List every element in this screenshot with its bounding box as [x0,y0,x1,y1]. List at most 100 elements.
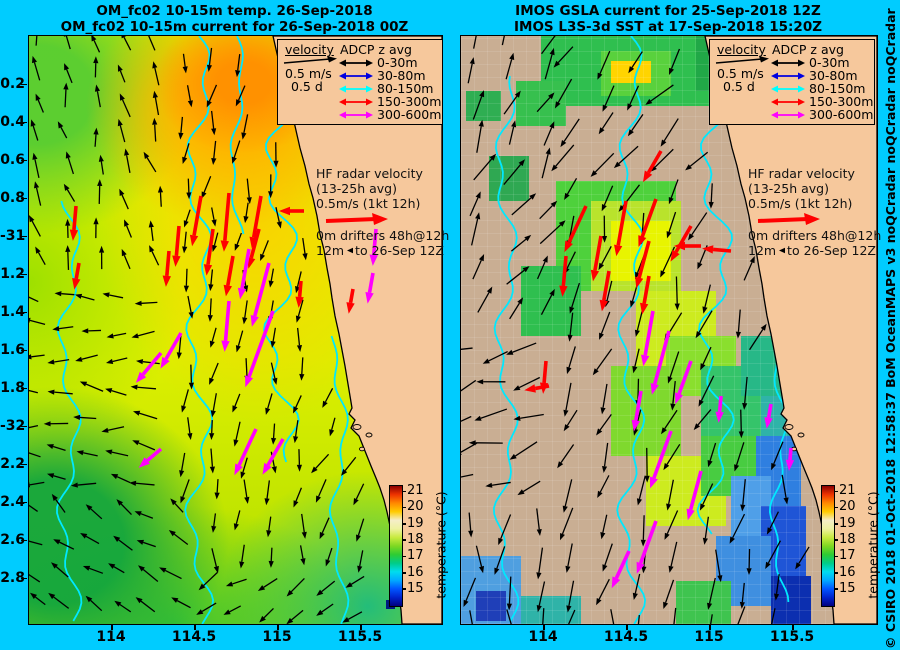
vector-arrowhead [183,220,189,228]
vector-arrowhead [188,382,194,390]
vector-arrowhead [271,437,277,445]
vector-arrowhead [666,503,672,511]
vector-arrowhead [299,373,305,381]
y-axis-tick-label: 1.4 [0,304,25,320]
vector-arrowhead [602,564,608,572]
vector-arrowhead [235,345,241,353]
vector-arrowhead [82,565,91,571]
vector-arrowhead [35,246,41,254]
vector-arrowhead [273,160,279,168]
vector-arrowhead [51,493,58,501]
vector-arrowhead [121,36,127,39]
vector-arrowhead [628,66,635,74]
vector-arrowhead [669,67,674,75]
vector-arrowhead [136,359,144,365]
vector-arrowhead [160,356,170,369]
vector-arrowhead [133,410,141,416]
vector-arrowhead [116,499,123,506]
vector-arrowhead [513,385,521,391]
vector-arrowhead [590,170,598,177]
vector-arrowhead [81,328,89,334]
y-axis-tick-label: -31 [0,228,26,244]
left-panel-title: OM_fc02 10-15m temp. 26-Sep-2018 OM_fc02… [28,3,441,35]
colorbar-tick-label: 15 [839,580,856,596]
vector-arrowhead [596,428,603,436]
y-axis-tick-label: 1.8 [0,380,25,396]
vector-arrowhead [266,530,272,538]
velocity-legend-title: velocity [285,42,334,57]
adcp-depth-label: 0-30m [809,55,850,70]
vector-arrowhead [63,183,70,191]
vector-arrowhead [551,164,558,172]
drifter-legend-text: drifters 48h@12h [772,228,882,243]
vector-arrowhead [592,368,599,376]
vector-arrowhead [182,66,188,74]
vector-arrowhead [136,539,144,545]
legend-arrow-icon [339,85,373,92]
vector-arrowhead [213,565,219,574]
vector-arrowhead [590,269,600,282]
vector-arrowhead [509,453,517,460]
vector-arrowhead [157,185,164,193]
colorbar-tick-label: 17 [839,548,856,564]
colorbar-title: temperature (°C) [433,491,449,599]
credit-text: © CSIRO 2018 01-Oct-2018 12:58:37 BoM Oc… [883,8,898,649]
vector-arrowhead [566,366,572,375]
vector-arrowhead [697,262,703,270]
vector-arrowhead [162,275,171,287]
vector-arrowhead [663,463,670,471]
vector-arrowhead [630,300,635,308]
vector-arrowhead [369,254,378,266]
vector-arrowhead [311,466,318,474]
island [784,424,794,430]
bathymetry-contour [328,335,350,624]
y-axis-tick-label: 1.6 [0,342,25,358]
colorbar-tick-label: 19 [839,515,856,531]
vector-arrowhead [549,288,555,297]
x-axis-tick [709,624,711,630]
colorbar-tick-label: 21 [839,483,856,498]
vector-arrowhead [54,291,62,297]
colorbar-tick [402,539,406,541]
vector-arrowhead [296,464,302,472]
hf-scale-arrow [316,212,444,228]
adcp-legend-item: 150-300m [770,95,873,108]
y-axis-tick-label: -32 [0,418,26,434]
x-axis-tick-label: 115.5 [769,629,815,645]
vector-arrowhead [106,333,114,339]
vector-arrowhead [316,589,324,596]
vector-arrowhead [558,220,566,227]
x-axis-tick [277,624,279,630]
legend-arrow-icon [339,111,373,118]
vector-arrowhead [771,462,777,471]
vector-arrowhead [660,139,667,147]
vector-arrowhead [149,245,155,253]
vector-arrowhead [143,151,150,159]
colorbar-tick-label: 17 [407,548,424,564]
vector-arrowhead [734,464,740,472]
vector-arrowhead [476,379,484,385]
vector-arrowhead [553,60,561,68]
vector-arrowhead [105,449,113,455]
vector-arrowhead [468,530,474,538]
vector-arrowhead [618,205,625,212]
vector-arrowhead [569,306,575,314]
vector-arrowhead [702,537,708,545]
adcp-depth-label: 0-30m [377,55,418,70]
vector-arrowhead [242,317,248,325]
adcp-depth-label: 80-150m [377,81,434,96]
y-axis-tick [21,463,27,465]
vector-arrowhead [536,529,542,536]
vector-arrowhead [132,440,140,446]
adcp-depth-label: 150-300m [377,94,442,109]
legend-arrow-icon [771,85,805,92]
y-axis-tick [21,349,27,351]
vector-arrowhead [640,302,649,315]
vector-arrowhead [187,100,193,108]
vector-arrowhead [478,254,485,262]
vector-arrowhead [554,101,561,109]
colorbar-tick [834,506,838,509]
vector-arrowhead [57,121,64,129]
colorbar-tick-label: 20 [407,499,424,515]
vector-arrowhead [94,84,100,92]
